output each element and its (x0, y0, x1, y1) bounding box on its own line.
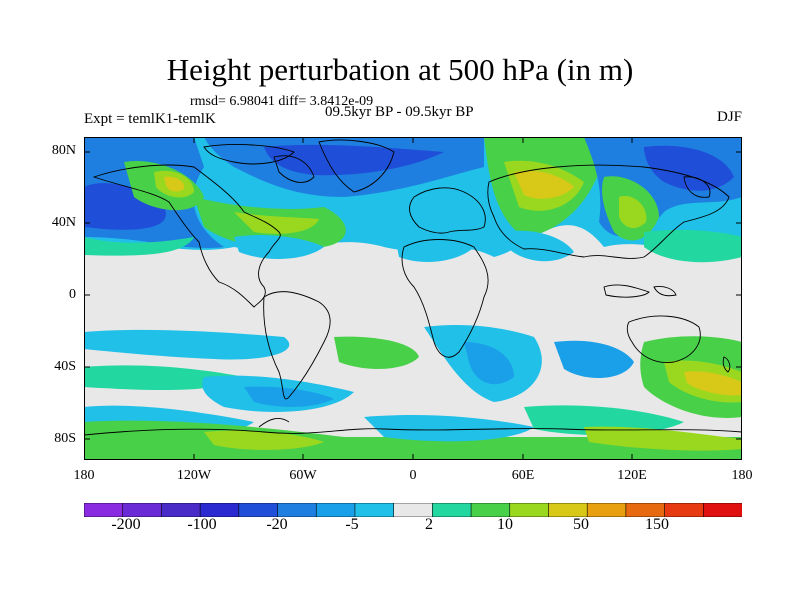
colorbar-swatch-10 (470, 503, 511, 517)
lat-tick-40n: 40N (51, 215, 76, 230)
colorbar-label-neg100: -100 (187, 516, 217, 533)
colorbar-swatch-11 (509, 503, 550, 517)
colorbar-swatch-13 (586, 503, 627, 517)
lon-tick-0: 0 (409, 468, 417, 483)
colorbar-swatch-12 (548, 503, 588, 517)
colorbar-label-50: 50 (573, 516, 589, 533)
lon-tick-60w: 60W (289, 468, 317, 483)
lon-tick-180w: 180 (73, 468, 95, 483)
contour-fills (84, 137, 742, 460)
lon-ticks (193, 137, 633, 460)
colorbar-swatch-0 (84, 503, 124, 517)
coastlines (84, 139, 742, 436)
colorbar (84, 503, 742, 517)
colorbar-label-neg200: -200 (111, 516, 141, 533)
experiment-label: Expt = temlK1-temlK (84, 111, 216, 127)
colorbar-label-2: 2 (425, 516, 433, 533)
stats-label: rmsd= 6.98041 diff= 3.8412e-09 (190, 94, 374, 109)
lat-tick-80n: 80N (51, 143, 76, 158)
colorbar-label-10: 10 (497, 516, 513, 533)
colorbar-swatch-7 (354, 503, 395, 517)
colorbar-swatch-2 (161, 503, 201, 517)
contour-map (84, 137, 742, 460)
colorbar-swatch-3 (199, 503, 240, 517)
colorbar-swatch-6 (315, 503, 356, 517)
colorbar-swatch-16 (702, 503, 742, 517)
colorbar-label-150: 150 (645, 516, 669, 533)
season-label: DJF (716, 109, 742, 125)
period-label: 09.5kyr BP - 09.5kyr BP (325, 104, 474, 120)
colorbar-swatch-15 (664, 503, 705, 517)
colorbar-swatch-1 (122, 503, 163, 517)
lat-ticks (84, 151, 742, 440)
lon-tick-180e: 180 (731, 468, 753, 483)
lat-tick-40s: 40S (54, 359, 76, 374)
lat-tick-80s: 80S (54, 431, 76, 446)
lat-tick-0: 0 (69, 287, 76, 302)
colorbar-swatch-14 (625, 503, 666, 517)
lon-tick-120e: 120E (617, 468, 647, 483)
colorbar-swatch-8 (393, 503, 434, 517)
plot-title: Height perturbation at 500 hPa (in m) (166, 52, 634, 87)
colorbar-swatch-4 (238, 503, 279, 517)
colorbar-label-neg5: -5 (345, 516, 359, 533)
lon-tick-60e: 60E (511, 468, 535, 483)
colorbar-label-neg20: -20 (266, 516, 288, 533)
colorbar-swatch-9 (432, 503, 472, 517)
colorbar-swatch-5 (277, 503, 318, 517)
lon-tick-120w: 120W (176, 468, 212, 483)
